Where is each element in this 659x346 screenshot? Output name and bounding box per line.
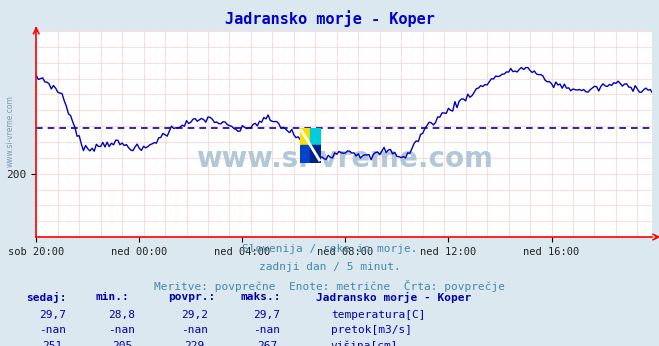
Text: -nan: -nan [40, 325, 66, 335]
Text: Jadransko morje - Koper: Jadransko morje - Koper [225, 10, 434, 27]
Polygon shape [310, 128, 321, 145]
Text: 267: 267 [257, 341, 277, 346]
Text: www.si-vreme.com: www.si-vreme.com [5, 95, 14, 167]
Text: višina[cm]: višina[cm] [331, 341, 398, 346]
Text: min.:: min.: [96, 292, 129, 302]
Text: www.si-vreme.com: www.si-vreme.com [196, 145, 493, 173]
Text: 28,8: 28,8 [109, 310, 135, 320]
Text: sedaj:: sedaj: [26, 292, 67, 303]
Text: -nan: -nan [181, 325, 208, 335]
Text: 205: 205 [112, 341, 132, 346]
Text: maks.:: maks.: [241, 292, 281, 302]
Text: 29,7: 29,7 [40, 310, 66, 320]
Text: -nan: -nan [254, 325, 280, 335]
Text: 229: 229 [185, 341, 204, 346]
Text: 29,2: 29,2 [181, 310, 208, 320]
Text: 29,7: 29,7 [254, 310, 280, 320]
Text: zadnji dan / 5 minut.: zadnji dan / 5 minut. [258, 262, 401, 272]
Text: Jadransko morje - Koper: Jadransko morje - Koper [316, 292, 472, 303]
Text: 251: 251 [43, 341, 63, 346]
Polygon shape [300, 145, 310, 163]
Polygon shape [300, 128, 310, 145]
Text: temperatura[C]: temperatura[C] [331, 310, 425, 320]
Text: -nan: -nan [109, 325, 135, 335]
Text: Slovenija / reke in morje.: Slovenija / reke in morje. [242, 244, 417, 254]
Polygon shape [310, 145, 321, 163]
Text: Meritve: povprečne  Enote: metrične  Črta: povprečje: Meritve: povprečne Enote: metrične Črta:… [154, 280, 505, 292]
Text: povpr.:: povpr.: [168, 292, 215, 302]
Text: pretok[m3/s]: pretok[m3/s] [331, 325, 412, 335]
